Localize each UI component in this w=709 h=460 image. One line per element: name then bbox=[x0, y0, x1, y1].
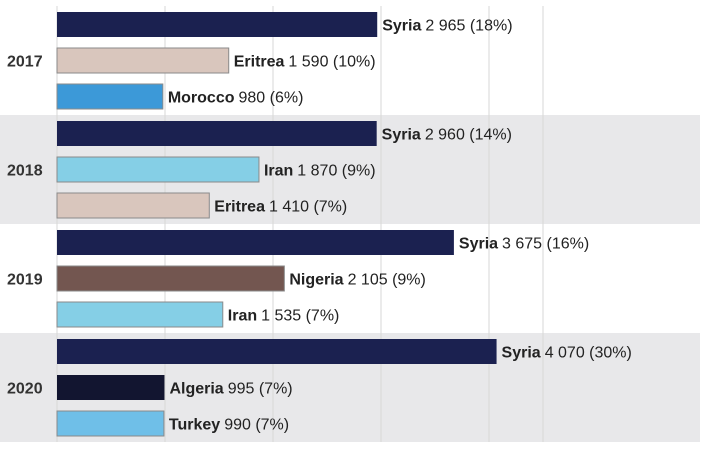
bar-label-country: Turkey bbox=[169, 417, 220, 434]
bar-2020-syria bbox=[57, 339, 497, 364]
bar-label-2017-syria: Syria 2 965 (18%) bbox=[382, 18, 512, 35]
bar-label-value: 980 (6%) bbox=[239, 90, 304, 107]
bar-label-2019-syria: Syria 3 675 (16%) bbox=[459, 236, 589, 253]
bar-2019-syria bbox=[57, 230, 454, 255]
bar-label-2017-morocco: Morocco 980 (6%) bbox=[168, 90, 304, 107]
bar-2019-iran bbox=[56, 301, 224, 328]
bar-label-value: 1 870 (9%) bbox=[297, 163, 375, 180]
bar-label-country: Syria bbox=[382, 127, 421, 144]
bar-label-value: 4 070 (30%) bbox=[545, 345, 632, 362]
bar-2018-eritrea bbox=[56, 192, 210, 219]
bar-label-country: Iran bbox=[264, 163, 293, 180]
bar-2020-turkey bbox=[56, 410, 165, 437]
bar-label-value: 2 960 (14%) bbox=[425, 127, 512, 144]
bar-2018-iran bbox=[56, 156, 260, 183]
year-label-2018: 2018 bbox=[7, 163, 43, 180]
bar-2019-nigeria bbox=[56, 265, 285, 292]
bar-label-2020-turkey: Turkey 990 (7%) bbox=[169, 417, 289, 434]
bar-label-country: Syria bbox=[502, 345, 541, 362]
bar-label-country: Syria bbox=[382, 18, 421, 35]
bar-label-2018-iran: Iran 1 870 (9%) bbox=[264, 163, 376, 180]
bar-label-value: 1 410 (7%) bbox=[269, 199, 347, 216]
bar-label-value: 1 590 (10%) bbox=[288, 54, 375, 71]
bar-2018-syria bbox=[57, 121, 377, 146]
bar-label-value: 990 (7%) bbox=[224, 417, 289, 434]
bar-label-2020-syria: Syria 4 070 (30%) bbox=[502, 345, 632, 362]
bar-label-value: 2 965 (18%) bbox=[425, 18, 512, 35]
bar-label-2017-eritrea: Eritrea 1 590 (10%) bbox=[234, 54, 376, 71]
bar-label-2020-algeria: Algeria 995 (7%) bbox=[169, 381, 292, 398]
bar-2017-syria bbox=[57, 12, 378, 37]
year-label-2019: 2019 bbox=[7, 272, 43, 289]
bar-label-value: 1 535 (7%) bbox=[261, 308, 339, 325]
bar-2020-algeria bbox=[57, 375, 165, 400]
bar-2017-eritrea bbox=[56, 47, 230, 74]
bar-label-country: Eritrea bbox=[234, 54, 285, 71]
bar-label-country: Morocco bbox=[168, 90, 235, 107]
year-label-2017: 2017 bbox=[7, 54, 43, 71]
bar-label-2018-syria: Syria 2 960 (14%) bbox=[382, 127, 512, 144]
bar-label-2019-nigeria: Nigeria 2 105 (9%) bbox=[289, 272, 426, 289]
bar-label-country: Iran bbox=[228, 308, 257, 325]
bar-label-value: 3 675 (16%) bbox=[502, 236, 589, 253]
bar-label-value: 2 105 (9%) bbox=[348, 272, 426, 289]
year-label-2020: 2020 bbox=[7, 381, 43, 398]
bar-label-country: Syria bbox=[459, 236, 498, 253]
bar-label-2019-iran: Iran 1 535 (7%) bbox=[228, 308, 340, 325]
bar-label-value: 995 (7%) bbox=[228, 381, 293, 398]
bar-label-2018-eritrea: Eritrea 1 410 (7%) bbox=[214, 199, 347, 216]
bar-label-country: Eritrea bbox=[214, 199, 265, 216]
bar-label-country: Algeria bbox=[169, 381, 223, 398]
bar-2017-morocco bbox=[56, 83, 164, 110]
bar-label-country: Nigeria bbox=[289, 272, 343, 289]
